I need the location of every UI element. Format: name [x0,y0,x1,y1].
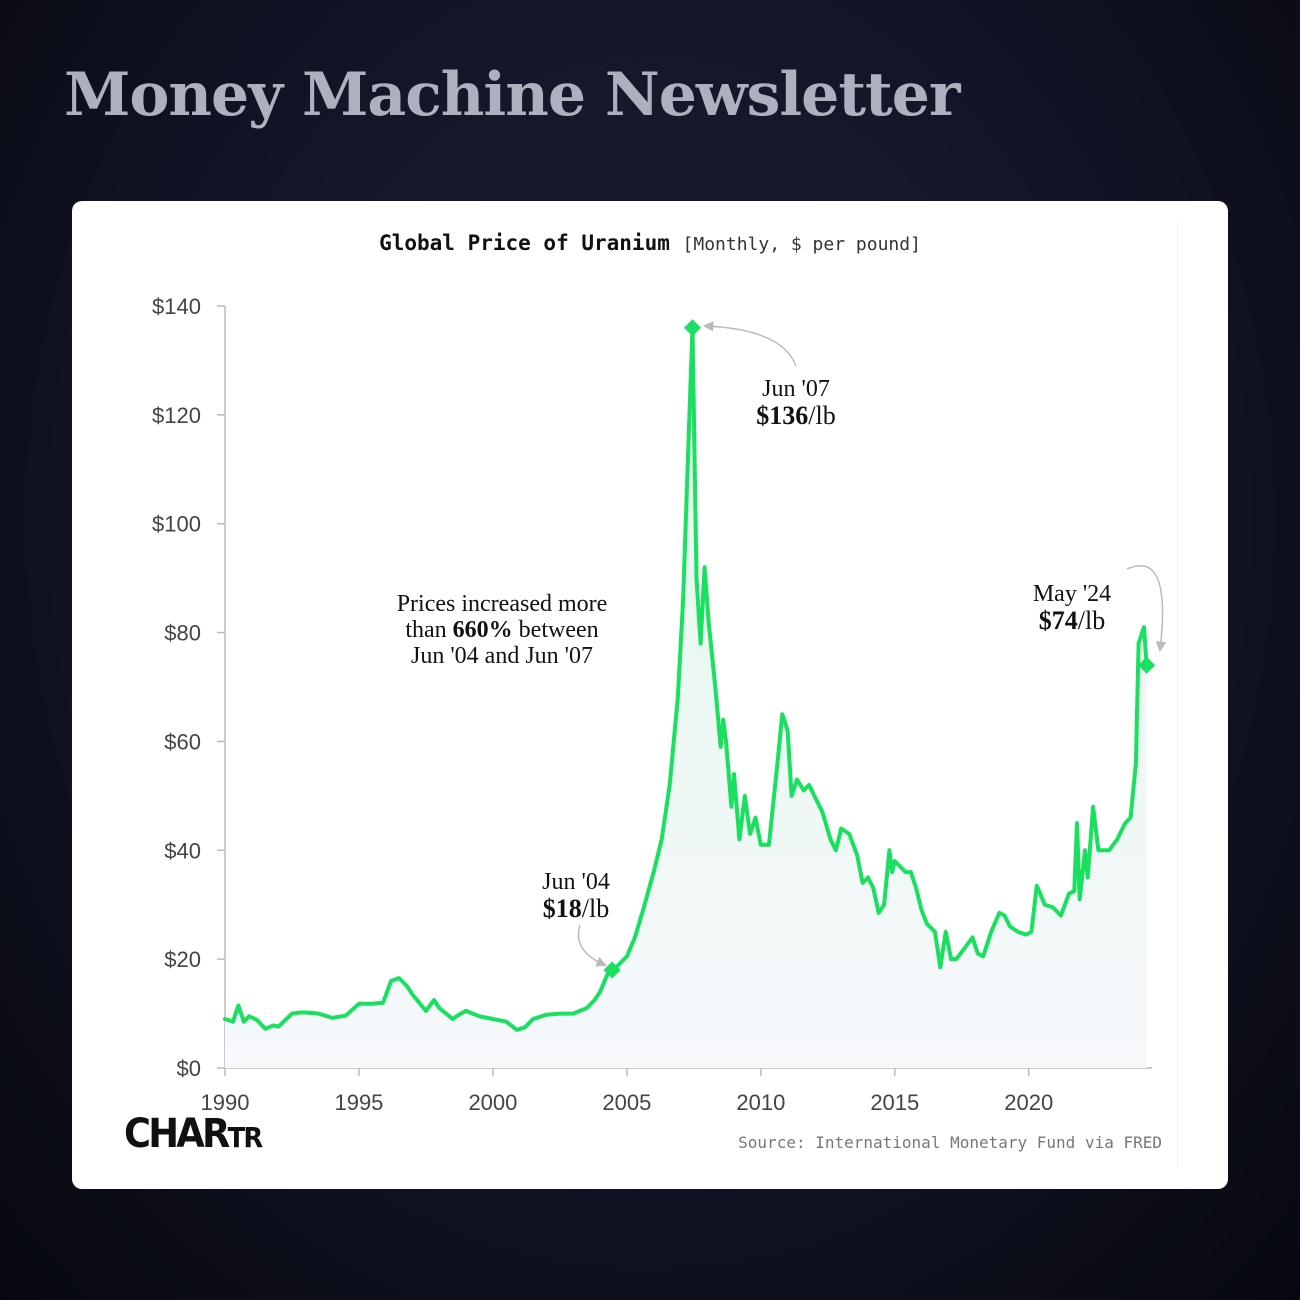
annotation-marker [603,961,621,979]
note-line-2-pre: than [405,617,452,643]
note-line-3: Jun '04 and Jun '07 [411,643,593,669]
note-line-2: than 660% between [405,617,598,643]
note-line-1: Prices increased more [397,591,608,617]
source-note: Source: International Monetary Fund via … [738,1133,1162,1152]
chart-title: Global Price of Uranium [Monthly, $ per … [72,231,1228,255]
card-edge-divider [1177,223,1178,1168]
price-series-line [223,325,1149,1032]
annotation-value: $18/lb [543,894,609,923]
x-tick-label: 2020 [1004,1090,1053,1115]
x-tick-label: 2005 [602,1090,651,1115]
y-tick-label: $0 [177,1056,201,1081]
logo-small: TR [227,1121,264,1154]
x-tick-label: 2015 [870,1090,919,1115]
annotation-marker [684,319,702,337]
axes: $0 $20 $40 $60 $80 $100 $120 $140 1990 1995 2000 20… [152,294,1152,1115]
x-tick-label: 2000 [468,1090,517,1115]
annotation-arrow [1126,564,1167,653]
newsletter-title: Money Machine Newsletter [64,60,961,130]
annotation-date: May '24 [1033,581,1111,607]
logo-main: CHAR [124,1111,230,1157]
annotation-value-unit: /lb [582,894,609,923]
annotation-value-unit: /lb [808,401,835,430]
y-tick-label: $60 [164,729,201,754]
x-tick-label: 1995 [334,1090,383,1115]
price-area-fill [225,327,1147,1068]
annotation-value-number: $74 [1039,606,1078,635]
uranium-price-chart: $0 $20 $40 $60 $80 $100 $120 $140 1990 1995 2000 20… [152,294,1167,1115]
annotation-value-number: $18 [543,894,582,923]
y-tick-label: $80 [164,621,201,646]
annotation-arrows [577,321,1167,967]
chart-card: Global Price of Uranium [Monthly, $ per … [72,201,1228,1189]
annotation-value: $74/lb [1039,606,1105,635]
annotation-markers [603,319,1156,979]
annotation-value-unit: /lb [1078,606,1105,635]
y-tick-label: $140 [152,294,201,319]
chartr-logo: CHARTR [124,1111,264,1157]
y-tick-label: $20 [164,947,201,972]
note-line-2-post: between [513,617,599,643]
y-tick-label: $40 [164,838,201,863]
annotation-date: Jun '07 [762,376,830,402]
note-line-2-bold: 660% [453,617,513,643]
x-tick-label: 1990 [201,1090,250,1115]
x-tick-label: 2010 [736,1090,785,1115]
annotation-value: $136/lb [756,401,835,430]
chart-title-subtitle: [Monthly, $ per pound] [682,234,921,255]
annotation-value-number: $136 [756,401,808,430]
y-tick-label: $100 [152,512,201,537]
annotation-arrow [702,321,797,367]
annotation-arrow [577,924,607,967]
chart-title-main: Global Price of Uranium [379,231,670,255]
y-tick-label: $120 [152,403,201,428]
annotation-date: Jun '04 [542,869,610,895]
annotation-marker [1138,656,1156,674]
